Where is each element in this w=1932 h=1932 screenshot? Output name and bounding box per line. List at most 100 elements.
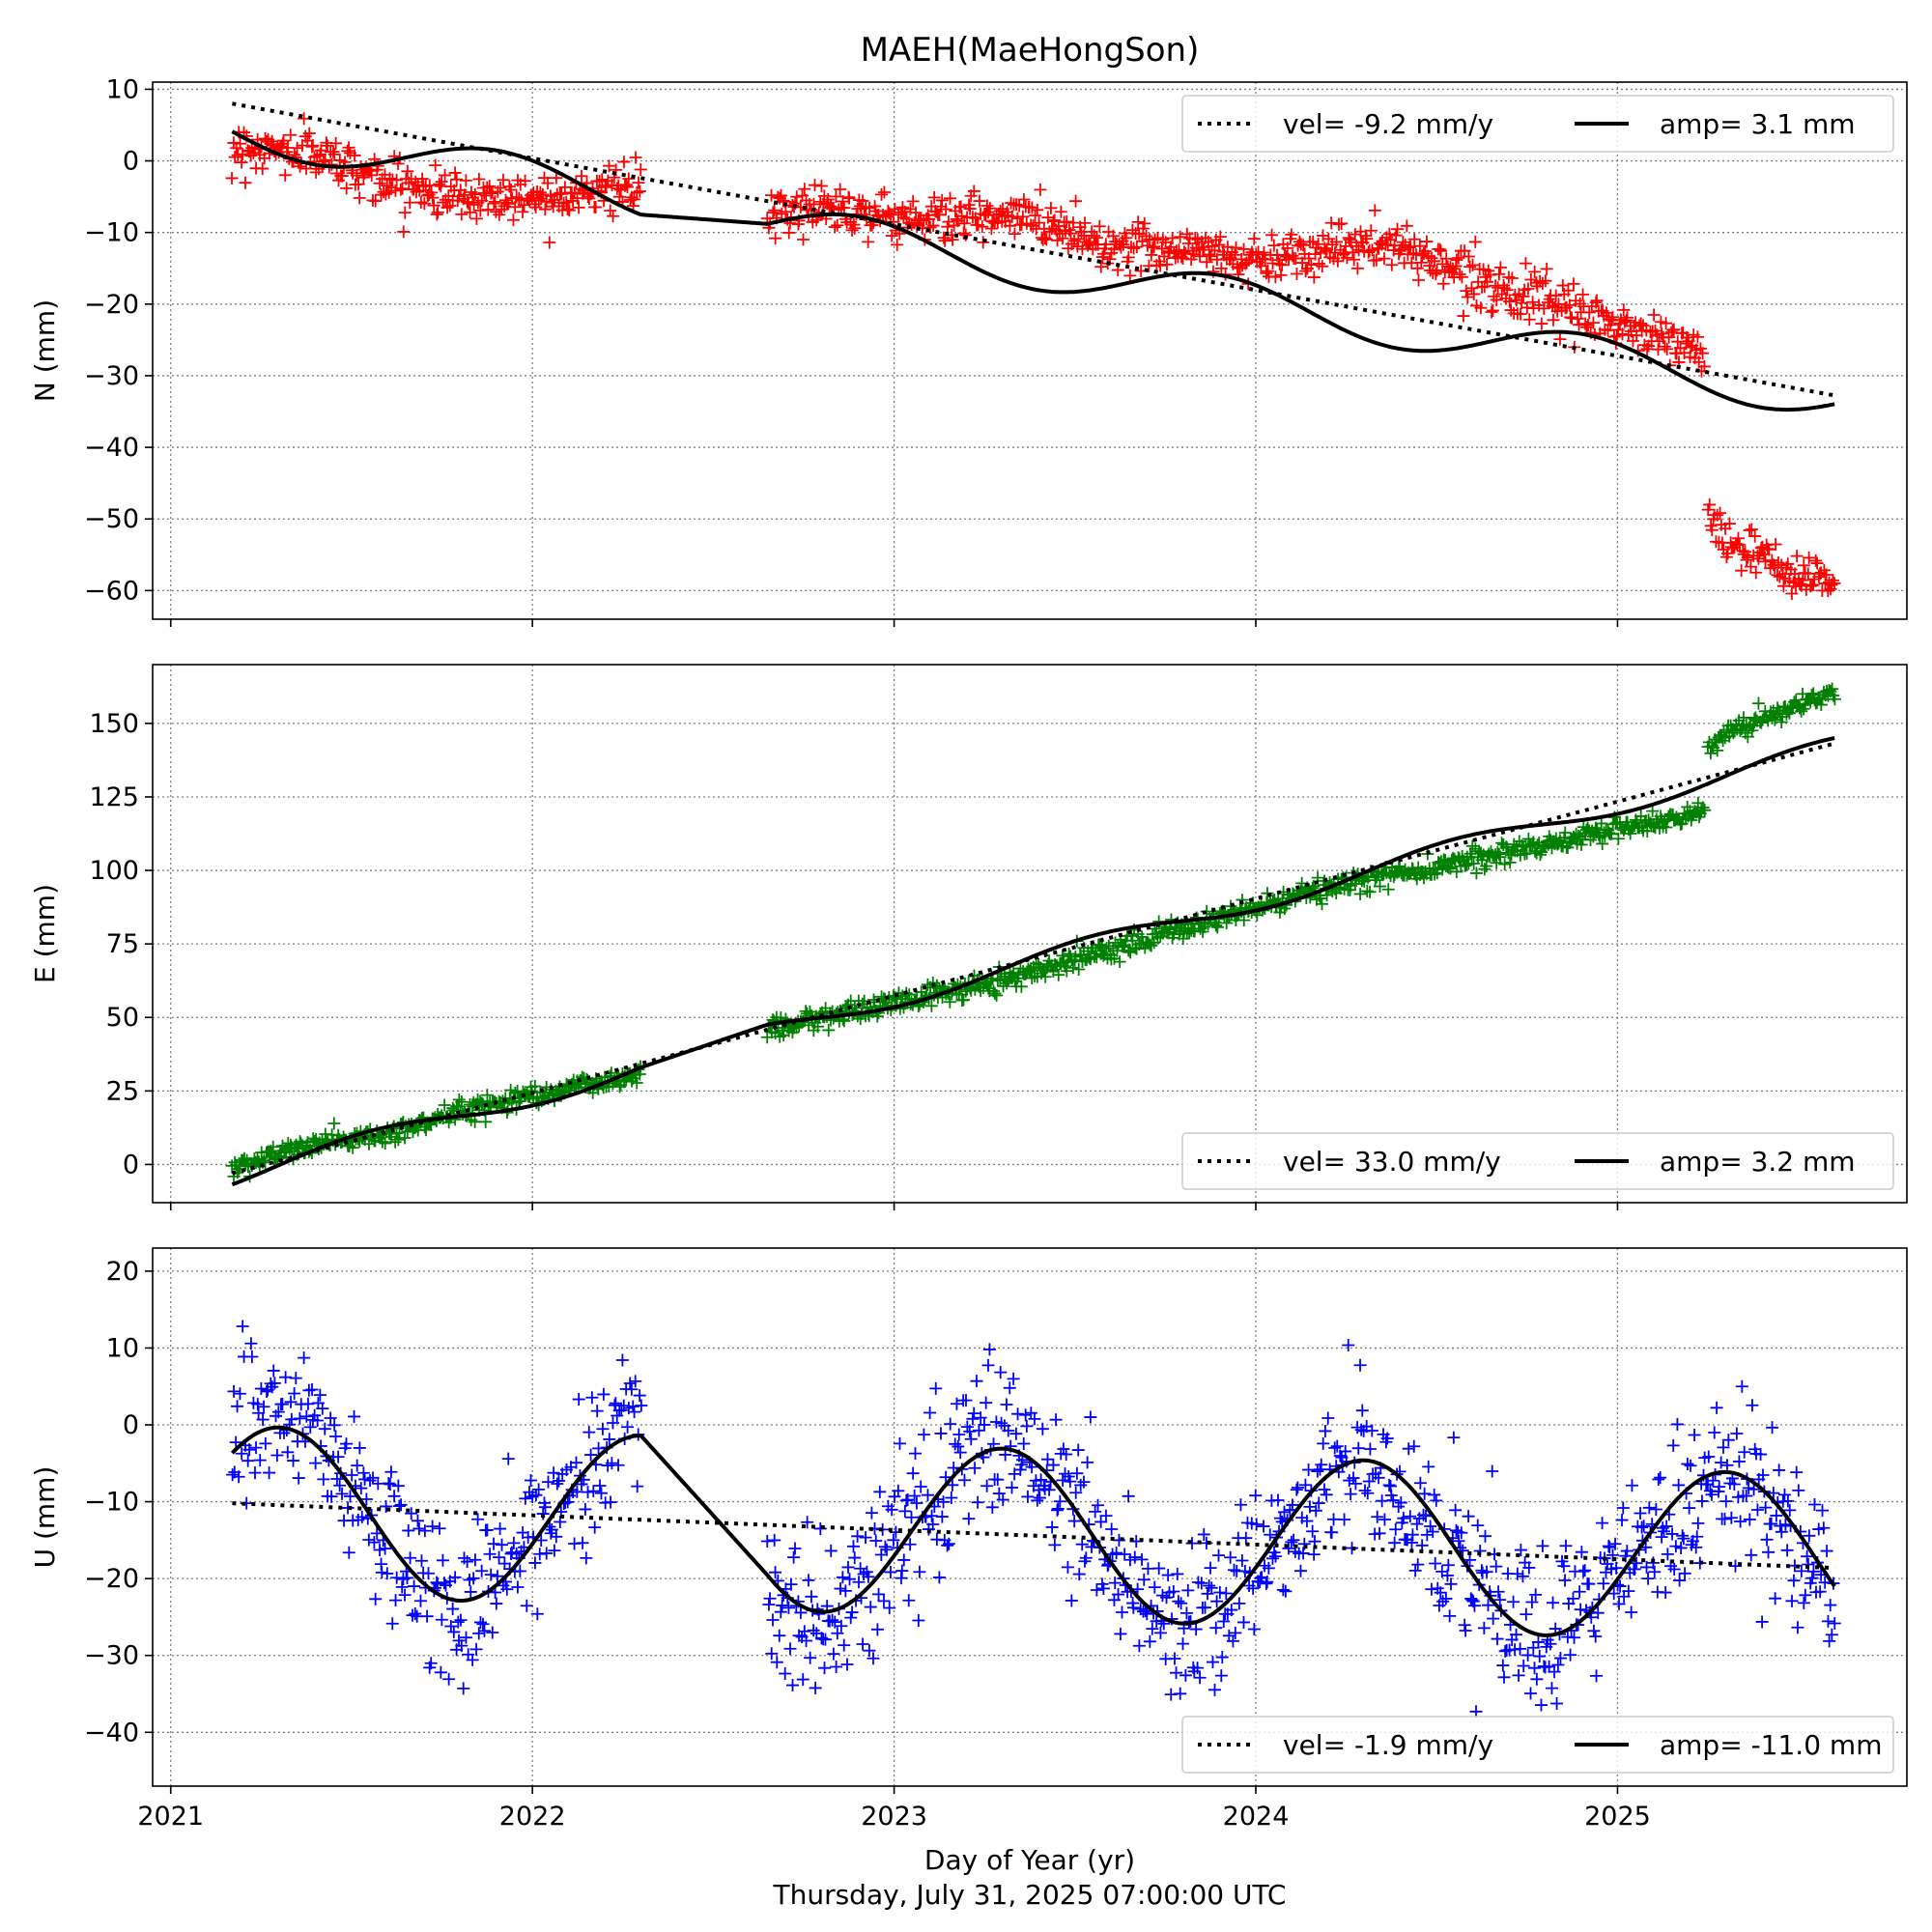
data-point bbox=[1413, 240, 1427, 253]
data-point bbox=[1298, 1478, 1312, 1492]
data-point bbox=[459, 1631, 472, 1644]
data-point bbox=[348, 1409, 361, 1423]
data-point bbox=[1009, 1427, 1023, 1440]
data-point bbox=[1418, 1487, 1432, 1500]
data-point bbox=[513, 1094, 526, 1108]
data-point bbox=[1146, 1622, 1159, 1635]
data-point bbox=[1531, 1635, 1545, 1649]
data-point bbox=[1057, 1442, 1070, 1456]
data-point bbox=[1536, 276, 1549, 290]
data-point bbox=[438, 1577, 451, 1590]
data-point bbox=[269, 1151, 282, 1165]
data-point bbox=[1620, 1545, 1634, 1558]
data-point bbox=[766, 1613, 780, 1627]
data-point bbox=[450, 173, 464, 186]
data-point bbox=[1434, 1586, 1447, 1600]
data-point bbox=[906, 1466, 920, 1480]
data-point bbox=[1625, 1479, 1638, 1492]
data-point bbox=[365, 168, 379, 182]
data-point bbox=[486, 1626, 499, 1639]
data-point bbox=[796, 1673, 810, 1687]
data-point bbox=[1034, 183, 1047, 196]
data-point bbox=[1517, 1660, 1530, 1673]
data-point bbox=[1077, 1475, 1091, 1489]
data-point bbox=[1290, 267, 1303, 280]
data-point bbox=[1826, 682, 1839, 696]
data-point bbox=[1665, 1527, 1679, 1541]
data-point bbox=[1213, 230, 1227, 243]
data-point bbox=[1153, 1626, 1167, 1639]
data-point bbox=[1306, 235, 1320, 248]
data-point bbox=[1286, 249, 1299, 263]
data-point bbox=[1766, 1421, 1779, 1435]
y-tick-label: −30 bbox=[84, 1641, 139, 1671]
data-point bbox=[1579, 823, 1593, 837]
data-point bbox=[1754, 716, 1768, 729]
data-point bbox=[831, 1627, 844, 1640]
data-point bbox=[1466, 258, 1479, 271]
data-point bbox=[1681, 1458, 1694, 1471]
data-point bbox=[1092, 1498, 1105, 1512]
data-point bbox=[875, 187, 889, 201]
data-point bbox=[1397, 1512, 1410, 1525]
data-point bbox=[1520, 1607, 1533, 1621]
data-point bbox=[1088, 229, 1101, 242]
data-point bbox=[903, 1538, 917, 1551]
data-point bbox=[1035, 1473, 1048, 1487]
data-point bbox=[1021, 1490, 1035, 1503]
data-point bbox=[609, 1397, 622, 1410]
x-tick-label: 2025 bbox=[1584, 1802, 1651, 1832]
data-point bbox=[981, 981, 995, 995]
data-point bbox=[455, 1095, 469, 1109]
data-point bbox=[1582, 305, 1596, 319]
data-point bbox=[1051, 234, 1065, 247]
data-point bbox=[1417, 1508, 1431, 1521]
data-point bbox=[1790, 1465, 1804, 1479]
data-point bbox=[1582, 1577, 1596, 1591]
data-point bbox=[1426, 1525, 1439, 1539]
data-point bbox=[1137, 1573, 1151, 1586]
data-point bbox=[469, 1553, 482, 1567]
data-point bbox=[381, 1567, 394, 1580]
data-point bbox=[889, 1525, 902, 1539]
data-point bbox=[1795, 704, 1808, 718]
data-point bbox=[1608, 1537, 1622, 1550]
data-point bbox=[1640, 824, 1654, 838]
data-point bbox=[1605, 827, 1618, 840]
data-point bbox=[480, 1089, 494, 1102]
data-point bbox=[1567, 277, 1580, 291]
data-point bbox=[1003, 1381, 1016, 1395]
data-point bbox=[1805, 688, 1818, 701]
data-point bbox=[299, 1409, 313, 1423]
data-point bbox=[635, 1399, 648, 1412]
data-point bbox=[1266, 256, 1280, 270]
data-point bbox=[1130, 241, 1144, 254]
data-point bbox=[424, 1657, 438, 1670]
data-point bbox=[891, 238, 904, 251]
data-point bbox=[1595, 816, 1608, 830]
data-point bbox=[828, 1615, 841, 1629]
data-point bbox=[1268, 270, 1282, 284]
data-point bbox=[390, 173, 404, 186]
data-point bbox=[1759, 554, 1773, 568]
data-point bbox=[954, 200, 968, 213]
data-point bbox=[1813, 1585, 1827, 1599]
data-point bbox=[1713, 1480, 1726, 1493]
data-point bbox=[1754, 1448, 1768, 1462]
panels-group: 100−10−20−30−40−50−60N (mm)vel= -9.2 mm/… bbox=[29, 74, 1908, 1832]
data-point bbox=[495, 203, 508, 216]
data-point bbox=[924, 999, 938, 1012]
data-point bbox=[1737, 711, 1750, 724]
data-point bbox=[1731, 531, 1745, 545]
data-point bbox=[1760, 1533, 1774, 1547]
data-point bbox=[962, 1512, 976, 1525]
data-point bbox=[1517, 840, 1530, 854]
data-point bbox=[1090, 1583, 1103, 1597]
data-point bbox=[1407, 233, 1421, 246]
data-point bbox=[1792, 1484, 1805, 1497]
data-point bbox=[913, 1565, 926, 1578]
data-point bbox=[232, 1470, 245, 1484]
data-point bbox=[1128, 1550, 1142, 1564]
data-point bbox=[1616, 327, 1630, 341]
data-point bbox=[1806, 578, 1820, 591]
